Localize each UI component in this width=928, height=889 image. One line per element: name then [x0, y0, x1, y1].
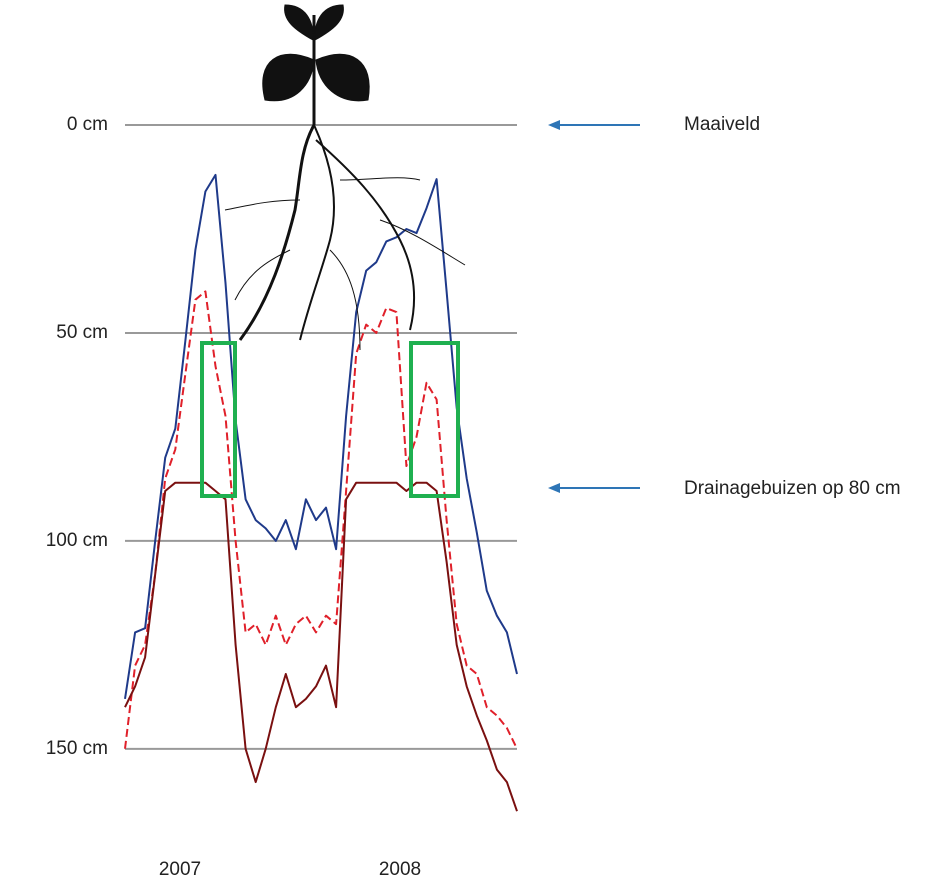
arrow-head — [548, 483, 560, 493]
y-tick-label: 100 cm — [46, 530, 108, 551]
y-tick-label: 50 cm — [56, 322, 108, 343]
y-tick-label: 150 cm — [46, 738, 108, 759]
plant — [224, 4, 466, 351]
series-line — [124, 173, 518, 700]
annotation-box: Drainagebuizen op 80 cm — [684, 478, 901, 499]
annotation: Drainagebuizen op 80 cm — [684, 478, 901, 499]
x-label: 2008 — [379, 859, 421, 880]
x-label: 2007 — [159, 859, 201, 880]
arrow-head — [548, 120, 560, 130]
highlight-box — [200, 341, 237, 498]
series-line — [124, 290, 518, 750]
y-tick-label: 0 cm — [67, 114, 108, 135]
annotation: Maaiveld — [684, 114, 760, 135]
highlight-box — [409, 341, 460, 498]
series-line — [124, 481, 518, 812]
